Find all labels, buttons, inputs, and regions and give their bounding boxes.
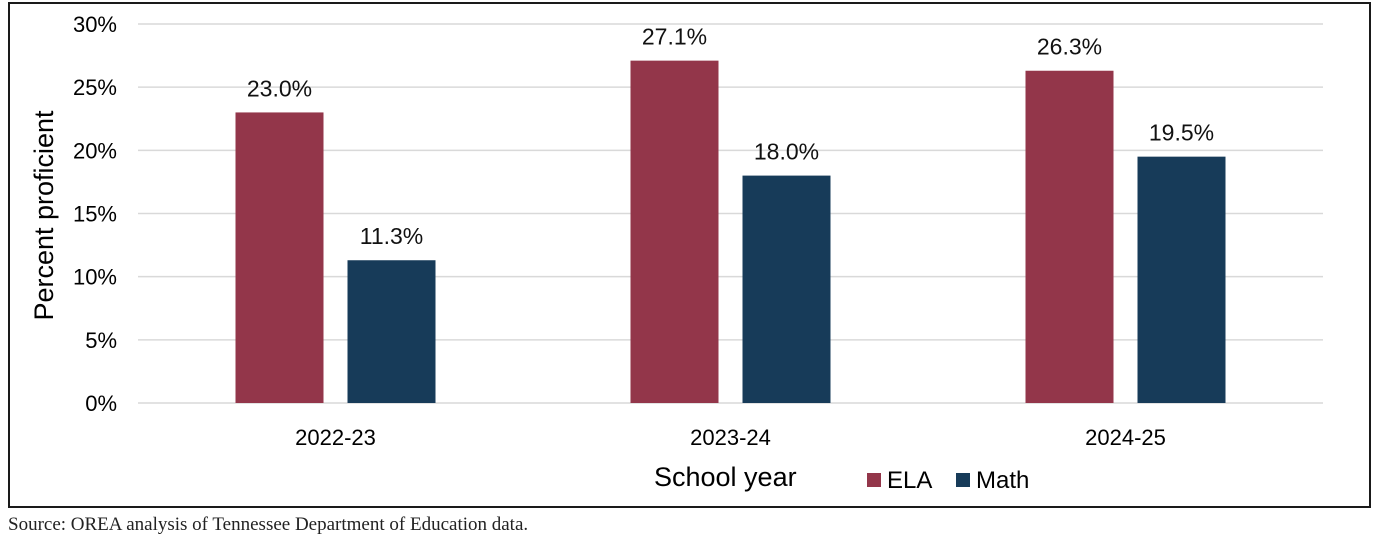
x-tick-label: 2022-23 — [295, 425, 376, 450]
chart-frame: 0% 5% 10% 15% 20% 25% 30% 23.0% 11.3% 27.1% 18.0%… — [8, 2, 1371, 508]
data-label: 18.0% — [754, 139, 819, 165]
bar-ela-2024-25 — [1025, 70, 1114, 403]
bar-ela-2023-24 — [630, 60, 719, 404]
bar-math-2023-24 — [742, 175, 831, 403]
bars — [235, 60, 1226, 404]
y-tick-label: 15% — [73, 202, 117, 227]
data-label: 11.3% — [360, 223, 424, 249]
bar-chart: 0% 5% 10% 15% 20% 25% 30% 23.0% 11.3% 27.1% 18.0%… — [29, 12, 1323, 494]
legend: ELA Math — [867, 467, 1029, 494]
y-axis-title: Percent proficient — [29, 110, 59, 321]
gridlines — [138, 23, 1323, 404]
data-label: 26.3% — [1037, 34, 1102, 60]
y-tick-label: 10% — [73, 265, 117, 290]
y-tick-label: 20% — [73, 138, 117, 163]
y-tick-label: 0% — [85, 391, 117, 416]
bar-math-2022-23 — [347, 260, 436, 403]
y-tick-label: 5% — [85, 328, 117, 353]
legend-label-ela: ELA — [887, 467, 932, 494]
legend-swatch-ela — [867, 473, 881, 487]
y-tick-label: 25% — [73, 75, 117, 100]
data-labels: 23.0% 11.3% 27.1% 18.0% 26.3% 19.5% — [247, 24, 1214, 250]
bar-ela-2022-23 — [235, 112, 324, 403]
data-label: 19.5% — [1149, 120, 1214, 146]
legend-swatch-math — [956, 473, 970, 487]
data-label: 27.1% — [642, 24, 707, 50]
bar-math-2024-25 — [1137, 156, 1226, 403]
x-axis-title: School year — [654, 462, 797, 492]
legend-label-math: Math — [976, 467, 1029, 494]
x-tick-label: 2023-24 — [690, 425, 771, 450]
x-axis-ticks: 2022-23 2023-24 2024-25 — [295, 425, 1166, 450]
y-axis-ticks: 0% 5% 10% 15% 20% 25% 30% — [73, 12, 117, 416]
data-label: 23.0% — [247, 75, 312, 101]
x-tick-label: 2024-25 — [1085, 425, 1166, 450]
source-note: Source: OREA analysis of Tennessee Depar… — [8, 514, 529, 535]
y-tick-label: 30% — [73, 12, 117, 37]
